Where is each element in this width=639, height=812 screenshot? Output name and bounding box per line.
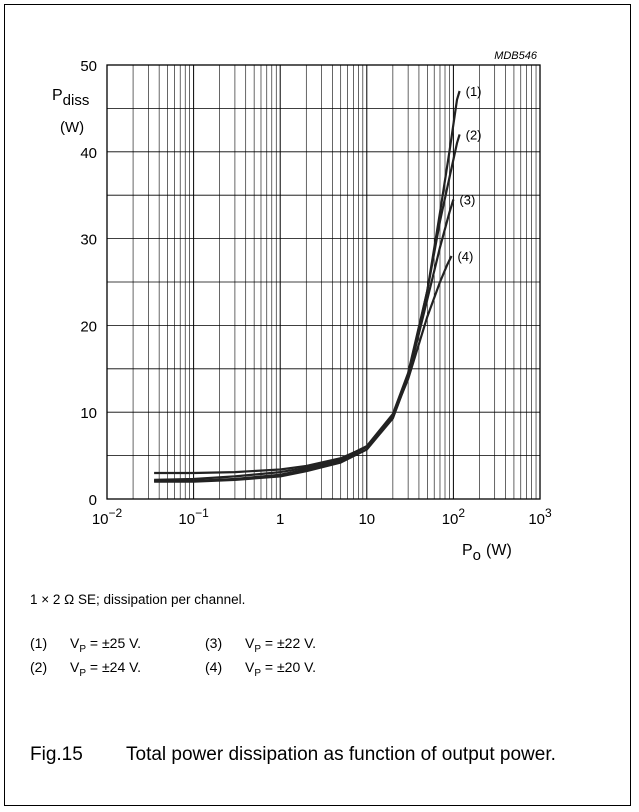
series-label-4: (4) bbox=[457, 249, 473, 264]
legend-entry: VP = ±25 V. bbox=[70, 635, 142, 655]
power-dissipation-chart: 0 10 20 30 40 50 10−2 10−1 1 10 102 103 (1) (2) (3) (4… bbox=[52, 50, 552, 564]
legend-row-1: (1) VP = ±25 V. (3) VP = ±22 V. bbox=[30, 635, 380, 655]
series-line-2 bbox=[154, 134, 461, 481]
y-tick-label: 50 bbox=[80, 58, 97, 75]
legend-row-2: (2) VP = ±24 V. (4) VP = ±20 V. bbox=[30, 659, 380, 679]
plot-border bbox=[106, 64, 541, 500]
legend-num: (2) bbox=[30, 659, 48, 675]
series-lines bbox=[154, 90, 461, 483]
chart-code: MDB546 bbox=[494, 50, 538, 62]
x-tick-label: 103 bbox=[528, 506, 552, 528]
series-label-3: (3) bbox=[459, 193, 475, 208]
legend-num: (4) bbox=[205, 659, 223, 675]
caption-text: Total power dissipation as function of o… bbox=[126, 744, 556, 765]
y-tick-label: 30 bbox=[80, 232, 97, 249]
series-label-1: (1) bbox=[466, 84, 482, 99]
condition-note: 1 × 2 Ω SE; dissipation per channel. bbox=[30, 592, 246, 607]
y-tick-label: 20 bbox=[80, 318, 97, 335]
figure-number: Fig.15 bbox=[30, 744, 83, 765]
legend-entry: VP = ±22 V. bbox=[245, 635, 317, 655]
series-labels: (1) (2) (3) (4) bbox=[457, 84, 481, 264]
x-axis-label: Po (W) bbox=[462, 542, 512, 564]
series-line-4 bbox=[154, 255, 453, 482]
figure-caption: Fig.15 Total power dissipation as functi… bbox=[30, 742, 610, 767]
series-line-3 bbox=[154, 199, 455, 483]
legend-entry: VP = ±20 V. bbox=[245, 659, 317, 679]
x-tick-label: 10−1 bbox=[178, 506, 209, 528]
y-tick-label: 0 bbox=[89, 492, 97, 509]
x-tick-label: 10 bbox=[358, 511, 375, 528]
y-axis-label: Pdiss bbox=[52, 87, 89, 109]
y-axis-unit: (W) bbox=[60, 119, 84, 136]
x-tick-label: 10−2 bbox=[92, 506, 123, 528]
x-tick-label: 102 bbox=[442, 506, 466, 528]
legend-num: (1) bbox=[30, 635, 48, 651]
series-label-2: (2) bbox=[466, 127, 482, 142]
x-tick-label: 1 bbox=[276, 511, 284, 528]
legend-num: (3) bbox=[205, 635, 223, 651]
y-tick-label: 40 bbox=[80, 145, 97, 162]
y-tick-label: 10 bbox=[80, 405, 97, 422]
legend-entry: VP = ±24 V. bbox=[70, 659, 142, 679]
tick-labels: 0 10 20 30 40 50 10−2 10−1 1 10 102 103 bbox=[80, 58, 552, 528]
chart-grid bbox=[107, 65, 540, 499]
figure-frame bbox=[4, 4, 631, 806]
